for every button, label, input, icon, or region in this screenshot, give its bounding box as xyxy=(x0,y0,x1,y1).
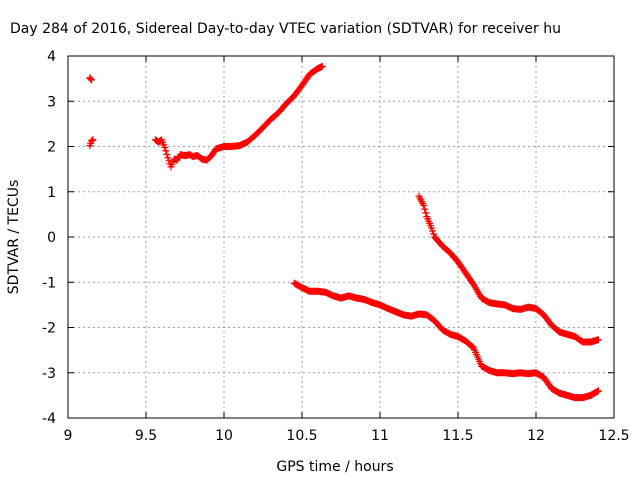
x-tick-label: 10 xyxy=(215,428,233,444)
track-1-point xyxy=(164,154,172,162)
chart-title: Day 284 of 2016, Sidereal Day-to-day VTE… xyxy=(10,21,561,37)
track-3-sample xyxy=(422,209,430,217)
y-tick-label: -1 xyxy=(42,275,56,291)
track-3-sample xyxy=(430,230,438,238)
y-tick-label: 4 xyxy=(47,49,56,65)
x-tick-label: 10.5 xyxy=(286,428,317,444)
track-1-sample xyxy=(162,147,170,155)
y-tick-label: -4 xyxy=(42,411,56,427)
track-1-point xyxy=(161,143,169,151)
x-axis-title: GPS time / hours xyxy=(276,459,393,475)
x-tick-label: 12 xyxy=(527,428,545,444)
track-3-point xyxy=(594,336,602,344)
x-tick-label: 9 xyxy=(64,428,73,444)
y-tick-label: 2 xyxy=(47,140,56,156)
track-1-sample xyxy=(87,75,95,83)
track-3-point xyxy=(427,224,435,232)
y-tick-label: 3 xyxy=(47,94,56,110)
x-tick-label: 11 xyxy=(371,428,389,444)
track-1-point xyxy=(318,62,326,70)
track-3-sample xyxy=(421,205,429,213)
y-axis-title: SDTVAR / TECUs xyxy=(6,180,22,295)
track-1-point xyxy=(87,76,95,84)
track-3-sample xyxy=(429,227,437,235)
y-tick-label: 1 xyxy=(47,185,56,201)
track-2-point xyxy=(594,387,602,395)
y-tick-label: -2 xyxy=(42,321,56,337)
y-tick-label: 0 xyxy=(47,230,56,246)
track-1-sample xyxy=(88,136,96,144)
y-tick-label: -3 xyxy=(42,366,56,382)
x-tick-label: 12.5 xyxy=(598,428,629,444)
track-3-point xyxy=(420,201,428,209)
x-tick-label: 9.5 xyxy=(135,428,157,444)
track-1-sample xyxy=(163,150,171,158)
grid xyxy=(68,56,614,418)
x-tick-label: 11.5 xyxy=(442,428,473,444)
track-1-point xyxy=(87,137,95,145)
track-1-point xyxy=(89,136,97,144)
track-1-sample xyxy=(165,157,173,165)
data-markers xyxy=(86,62,602,402)
